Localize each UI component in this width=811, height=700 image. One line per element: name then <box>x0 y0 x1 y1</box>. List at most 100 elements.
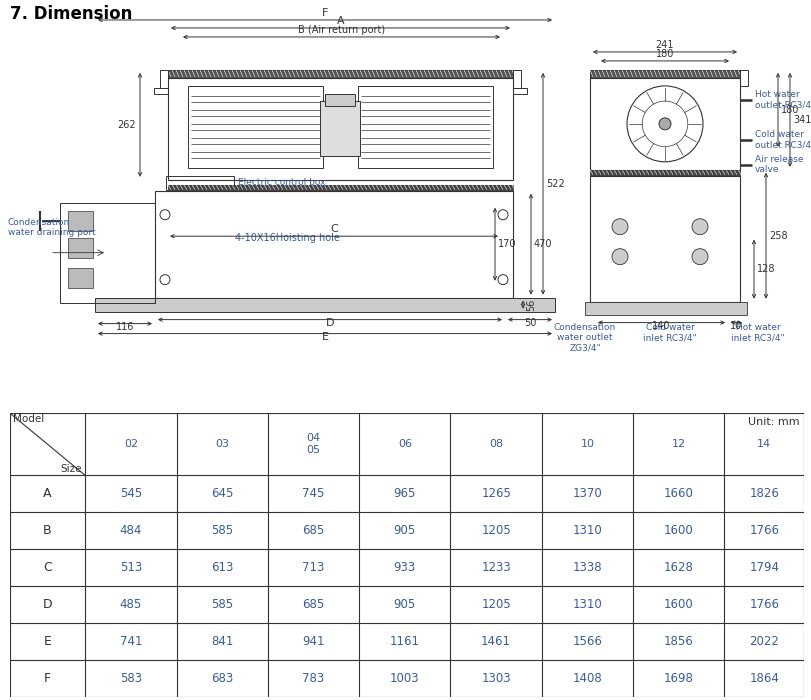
Text: 1660: 1660 <box>663 487 693 500</box>
Text: 128: 128 <box>756 264 775 274</box>
Text: 04
05: 04 05 <box>306 433 320 455</box>
Text: A: A <box>337 16 344 26</box>
Text: 1698: 1698 <box>663 671 693 685</box>
Text: 933: 933 <box>393 561 415 574</box>
Text: 1205: 1205 <box>481 598 510 611</box>
Text: 783: 783 <box>302 671 324 685</box>
Text: 583: 583 <box>120 671 142 685</box>
Text: Size: Size <box>61 464 82 474</box>
Text: Air release
valve: Air release valve <box>754 155 803 174</box>
Text: 1856: 1856 <box>663 635 693 648</box>
Text: 484: 484 <box>119 524 142 537</box>
Text: 1205: 1205 <box>481 524 510 537</box>
Text: 683: 683 <box>211 671 233 685</box>
Text: 1766: 1766 <box>749 598 779 611</box>
Text: 08: 08 <box>488 439 503 449</box>
Text: B (Air return port): B (Air return port) <box>298 25 384 35</box>
Bar <box>165 176 234 190</box>
Bar <box>68 267 93 288</box>
Text: 14: 14 <box>756 439 770 449</box>
Bar <box>188 86 323 168</box>
Text: 1864: 1864 <box>749 671 778 685</box>
Text: 10: 10 <box>580 439 594 449</box>
Text: 1265: 1265 <box>481 487 510 500</box>
Text: 522: 522 <box>545 178 564 189</box>
Bar <box>590 70 739 78</box>
Text: Condensation
water draining port: Condensation water draining port <box>8 218 96 237</box>
Text: 180: 180 <box>655 49 673 59</box>
Text: Cold water
inlet RC3/4": Cold water inlet RC3/4" <box>642 323 696 342</box>
Text: 4-10X16Hoisting hole: 4-10X16Hoisting hole <box>234 232 340 243</box>
Text: 745: 745 <box>302 487 324 500</box>
Text: 485: 485 <box>119 598 142 611</box>
Text: 1310: 1310 <box>572 524 602 537</box>
Text: 941: 941 <box>302 635 324 648</box>
Text: C: C <box>43 561 52 574</box>
Bar <box>590 170 739 176</box>
Bar <box>590 176 739 302</box>
Text: 545: 545 <box>119 487 142 500</box>
Text: D: D <box>325 318 334 328</box>
Circle shape <box>611 218 627 235</box>
Text: 1461: 1461 <box>481 635 510 648</box>
Text: 1233: 1233 <box>481 561 510 574</box>
Text: Unit: mm: Unit: mm <box>748 417 799 427</box>
Text: E: E <box>44 635 51 648</box>
Text: 1408: 1408 <box>572 671 602 685</box>
Bar <box>168 78 513 180</box>
Text: 1310: 1310 <box>572 598 602 611</box>
Bar <box>68 211 93 231</box>
Text: 06: 06 <box>397 439 411 449</box>
Text: 685: 685 <box>302 598 324 611</box>
Text: 965: 965 <box>393 487 415 500</box>
Circle shape <box>659 118 670 130</box>
Text: 180: 180 <box>780 105 798 115</box>
Text: D: D <box>43 598 52 611</box>
Text: Hot water
inlet RC3/4": Hot water inlet RC3/4" <box>730 323 784 342</box>
Text: 1600: 1600 <box>663 598 693 611</box>
Text: 262: 262 <box>118 120 135 130</box>
Text: F: F <box>44 671 51 685</box>
Text: B: B <box>43 524 52 537</box>
Text: 513: 513 <box>119 561 142 574</box>
Text: 841: 841 <box>211 635 233 648</box>
Text: 1003: 1003 <box>389 671 419 685</box>
Text: 613: 613 <box>211 561 233 574</box>
Text: Electric control box: Electric control box <box>238 178 325 188</box>
Text: 713: 713 <box>302 561 324 574</box>
Bar <box>513 88 526 94</box>
Text: F: F <box>321 8 328 18</box>
Bar <box>739 70 747 86</box>
Text: 1161: 1161 <box>389 635 419 648</box>
Text: 1600: 1600 <box>663 524 693 537</box>
Text: 258: 258 <box>768 231 787 241</box>
Text: 02: 02 <box>123 439 138 449</box>
Bar <box>358 86 492 168</box>
Text: 470: 470 <box>534 239 551 249</box>
Bar <box>590 78 739 170</box>
Text: 56: 56 <box>526 298 535 311</box>
Text: C: C <box>330 224 337 234</box>
Text: 12: 12 <box>671 439 685 449</box>
Text: 10: 10 <box>729 321 742 330</box>
Bar <box>513 70 521 88</box>
Text: 585: 585 <box>211 524 233 537</box>
Bar <box>584 302 746 314</box>
Text: 685: 685 <box>302 524 324 537</box>
Text: 03: 03 <box>215 439 229 449</box>
Circle shape <box>691 218 707 235</box>
Text: 1370: 1370 <box>572 487 602 500</box>
Text: 1628: 1628 <box>663 561 693 574</box>
Circle shape <box>691 248 707 265</box>
Text: 905: 905 <box>393 598 415 611</box>
Text: 241: 241 <box>655 40 673 50</box>
Bar <box>95 298 554 312</box>
Text: Model: Model <box>13 414 44 424</box>
Text: 1566: 1566 <box>572 635 602 648</box>
Circle shape <box>611 248 627 265</box>
Bar <box>154 88 168 94</box>
Text: 645: 645 <box>211 487 233 500</box>
Bar <box>168 70 513 78</box>
Text: Condensation
water outlet
ZG3/4": Condensation water outlet ZG3/4" <box>553 323 616 352</box>
Text: Hot water
outlet RC3/4": Hot water outlet RC3/4" <box>754 90 811 110</box>
